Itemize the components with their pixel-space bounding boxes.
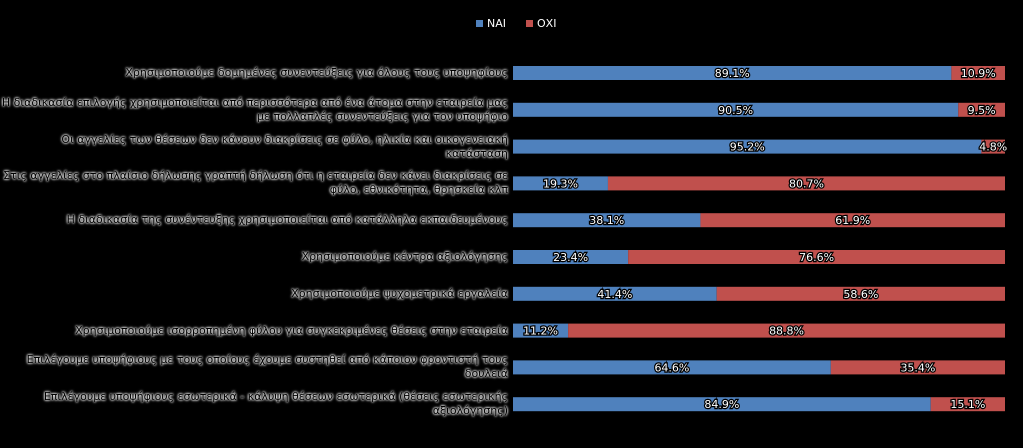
bar-value-label: 41.4% — [597, 288, 632, 301]
bar-oxi — [700, 213, 1005, 228]
category-label: Χρησιμοποιούμε ισορροπημένη φύλου για συ… — [75, 323, 508, 337]
category-label: Η διαδικασία επιλογής χρησιμοποιείται απ… — [1, 95, 508, 123]
bar-value-label: 11.2% — [523, 325, 558, 338]
legend-item-oxi: ΟΧΙ — [526, 17, 556, 30]
bar-oxi — [958, 102, 1005, 117]
bar-value-label: 84.9% — [704, 398, 739, 411]
bar-value-label: 9.5% — [968, 104, 996, 117]
bar-oxi — [830, 360, 1005, 375]
bar-nai — [513, 139, 982, 154]
bar-oxi — [716, 286, 1005, 301]
bar-value-label: 19.3% — [543, 177, 578, 190]
category-label: Χρησιμοποιούμε κέντρα αξιολόγησης — [301, 250, 508, 263]
bar-nai — [513, 66, 952, 80]
category-label: Επιλέγουμε υποψήφιους με τους οποίους έχ… — [26, 353, 508, 381]
bar-value-label: 95.2% — [730, 141, 765, 154]
legend-label-oxi: ΟΧΙ — [537, 17, 557, 30]
bar-value-label: 90.5% — [718, 104, 753, 117]
legend-swatch-nai — [476, 20, 483, 27]
bar-value-label: 38.1% — [589, 214, 624, 227]
bar-oxi — [568, 323, 1005, 338]
legend: ΝΑΙ ΟΧΙ — [476, 17, 570, 30]
category-label: Χρησιμοποιούμε δομημένες συνεντεύξεις γι… — [125, 66, 508, 79]
legend-item-nai: ΝΑΙ — [476, 17, 506, 30]
bar-value-label: 88.8% — [769, 325, 804, 338]
category-label: Χρησιμοποιούμε ψυχομετρικά εργαλεία — [291, 286, 508, 300]
bar-oxi — [607, 176, 1005, 191]
category-label: Η διαδικασία της συνέντευξης χρησιμοποιε… — [66, 213, 508, 227]
legend-swatch-oxi — [526, 20, 533, 27]
category-label: Επιλέγουμε υποψήφιους εσωτερικά - κάλυψη… — [43, 390, 508, 418]
bar-oxi — [628, 250, 1005, 264]
bar-value-label: 10.9% — [961, 67, 996, 80]
bar-nai — [513, 176, 608, 191]
category-label: Στις αγγελίες στο πλαίσιο δήλωσης γραπτή… — [3, 169, 508, 197]
bar-value-label: 58.6% — [843, 288, 878, 301]
bar-value-label: 4.8% — [979, 141, 1007, 154]
bar-value-label: 23.4% — [553, 251, 588, 264]
bar-nai — [513, 323, 569, 338]
bar-value-label: 15.1% — [950, 398, 985, 411]
bar-value-label: 61.9% — [835, 214, 870, 227]
bar-nai — [513, 250, 629, 264]
bar-nai — [513, 397, 931, 412]
legend-label-nai: ΝΑΙ — [487, 17, 506, 30]
bar-nai — [513, 360, 831, 375]
bar-nai — [513, 286, 717, 301]
category-label: Οι αγγελίες των θέσεων δεν κάνουν διακρί… — [61, 132, 508, 160]
bar-oxi — [951, 66, 1005, 80]
bar-nai — [513, 213, 701, 228]
bar-value-label: 89.1% — [715, 67, 750, 80]
bar-value-label: 64.6% — [654, 361, 689, 374]
bar-value-label: 35.4% — [900, 361, 935, 374]
bar-value-label: 80.7% — [789, 177, 824, 190]
bar-value-label: 76.6% — [799, 251, 834, 264]
bar-oxi — [930, 397, 1005, 412]
bar-oxi — [981, 139, 1005, 154]
bar-nai — [513, 102, 959, 117]
